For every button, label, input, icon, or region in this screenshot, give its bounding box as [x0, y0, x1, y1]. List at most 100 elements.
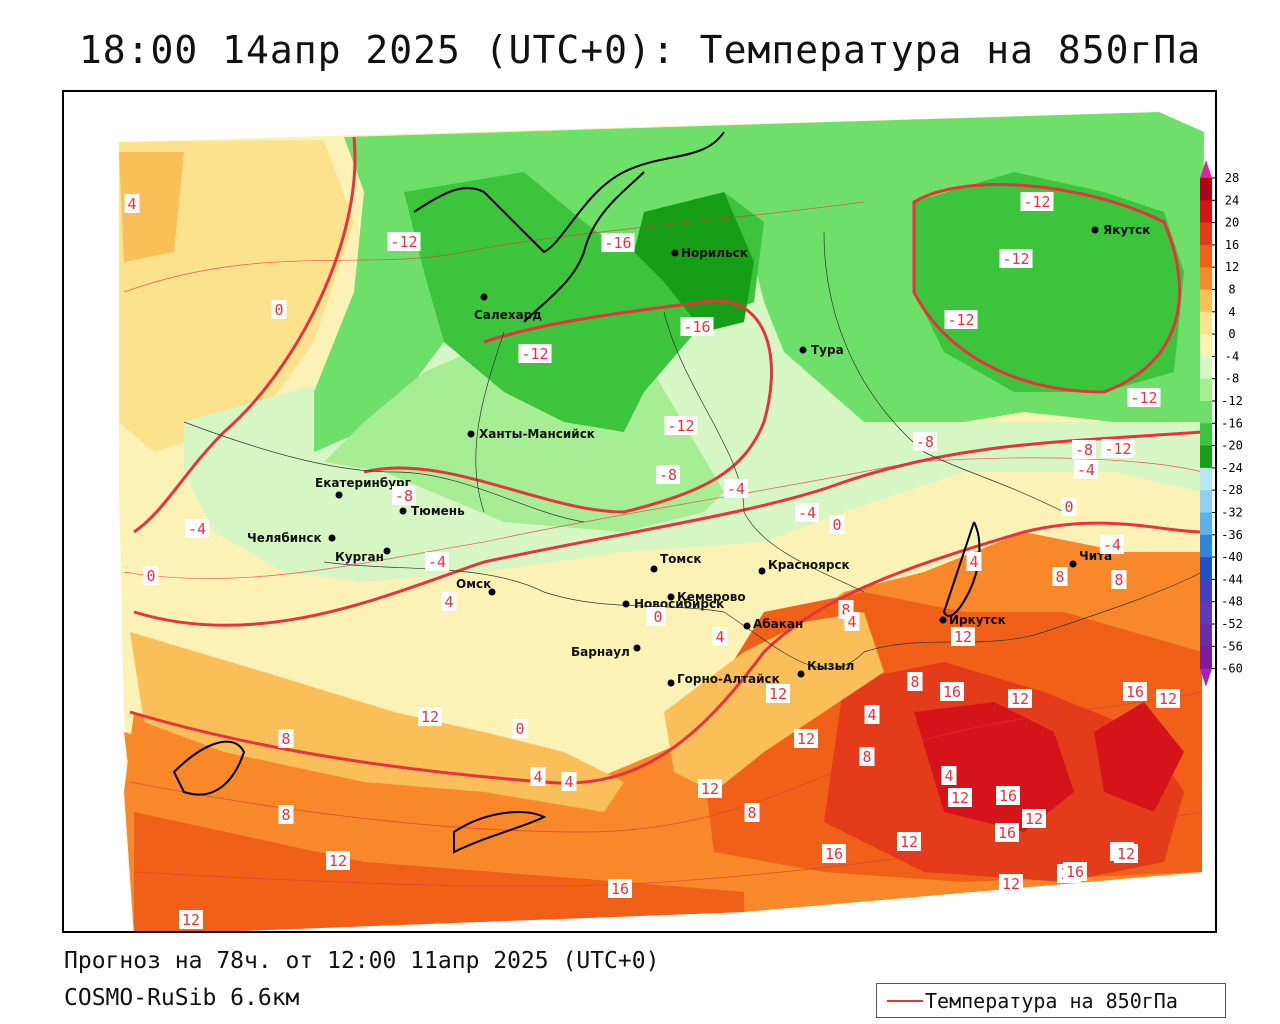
isotherm-label: 12: [1022, 809, 1046, 828]
city-marker: [622, 600, 630, 608]
isotherm-label: 16: [995, 823, 1019, 842]
colorbar-tick-label: 8: [1228, 283, 1235, 297]
svg-text:4: 4: [944, 767, 953, 785]
city-marker: [797, 670, 805, 678]
colorbar-tick-label: 24: [1225, 193, 1239, 207]
svg-text:-4: -4: [188, 520, 206, 538]
isotherm-label: 0: [650, 607, 666, 626]
city-marker: [467, 430, 475, 438]
isotherm-label: 8: [859, 747, 875, 766]
colorbar-tick-label: -36: [1221, 528, 1243, 542]
colorbar-tick-label: -16: [1221, 416, 1243, 430]
isotherm-label: -4: [425, 552, 449, 571]
isotherm-label: 16: [996, 786, 1020, 805]
svg-text:16: 16: [999, 787, 1017, 805]
colorbar-swatch: [1200, 445, 1212, 469]
city-marker: [758, 567, 766, 575]
map-area[interactable]: Якутск Норильск Салехард Тура Ханты-Мансийск…: [62, 90, 1217, 933]
svg-text:12: 12: [1002, 875, 1020, 893]
svg-text:8: 8: [841, 601, 850, 619]
isotherm-label: 12: [766, 684, 790, 703]
city-marker: [671, 249, 679, 257]
isotherm-label: 12: [999, 874, 1023, 893]
colorbar-swatch: [1200, 557, 1212, 580]
isotherm-label: -12: [944, 310, 978, 329]
svg-text:-12: -12: [1002, 250, 1029, 268]
colorbar-swatch: [1200, 200, 1212, 224]
city-marker: [399, 507, 407, 515]
isotherm-label: 8: [278, 729, 294, 748]
isotherm-label: 0: [143, 566, 159, 585]
svg-text:4: 4: [533, 768, 542, 786]
legend-line-swatch: [887, 1000, 923, 1002]
svg-text:-12: -12: [947, 311, 974, 329]
city-marker: [1069, 560, 1077, 568]
city-label: Якутск: [1103, 223, 1150, 237]
colorbar-tick-label: -32: [1221, 506, 1243, 520]
isotherm-label: 12: [1156, 689, 1180, 708]
svg-text:8: 8: [281, 730, 290, 748]
svg-text:12: 12: [1025, 810, 1043, 828]
isotherm-label: 16: [822, 844, 846, 863]
isotherm-label: -12: [518, 344, 552, 363]
isotherm-label: 8: [1111, 570, 1127, 589]
colorbar-swatch: [1200, 601, 1212, 625]
city-marker: [383, 547, 391, 555]
svg-text:-4: -4: [727, 480, 745, 498]
isotherm-label: 0: [1061, 497, 1077, 516]
svg-text:12: 12: [329, 852, 347, 870]
isotherm-label: -4: [185, 519, 209, 538]
svg-text:4: 4: [127, 195, 136, 213]
isotherm-label: -16: [601, 233, 635, 252]
colorbar-tick-label: -52: [1221, 617, 1243, 631]
isotherm-label: 16: [1063, 862, 1087, 881]
svg-text:-16: -16: [683, 318, 710, 336]
isotherm-label: -12: [1101, 439, 1135, 458]
svg-text:-12: -12: [1023, 193, 1050, 211]
colorbar-swatch: [1200, 646, 1212, 670]
isotherm-label: 4: [966, 552, 982, 571]
svg-text:0: 0: [832, 516, 841, 534]
forecast-info: Прогноз на 78ч. от 12:00 11апр 2025 (UTC…: [64, 948, 660, 974]
colorbar-tick-label: 12: [1225, 260, 1239, 274]
colorbar-swatch: [1200, 401, 1212, 424]
svg-text:12: 12: [421, 708, 439, 726]
colorbar-swatch: [1200, 311, 1212, 335]
svg-text:16: 16: [1066, 863, 1084, 881]
colorbar-tick-label: 4: [1228, 305, 1235, 319]
svg-text:-4: -4: [428, 553, 446, 571]
svg-text:4: 4: [969, 553, 978, 571]
colorbar: 28 24 20 16 12 8 4 0 -4 -8 -12 -16 -20 -24 -28 -32 -36 -4…: [1200, 160, 1243, 687]
svg-text:-4: -4: [1077, 461, 1095, 479]
colorbar-swatch: [1200, 267, 1212, 290]
colorbar-bottom-arrow: [1200, 668, 1212, 687]
city-marker: [328, 534, 336, 542]
city-label: Омск: [456, 577, 491, 591]
isotherm-label: 12: [418, 707, 442, 726]
isotherm-label: -12: [387, 232, 421, 251]
model-name: COSMO-RuSib 6.6км: [64, 985, 300, 1011]
colorbar-tick-label: 0: [1228, 327, 1235, 341]
isotherm-label: -4: [1074, 460, 1098, 479]
svg-text:0: 0: [274, 301, 283, 319]
svg-text:4: 4: [847, 613, 856, 631]
isotherm-label: 12: [698, 779, 722, 798]
isotherm-label: 12: [951, 627, 975, 646]
svg-text:8: 8: [862, 748, 871, 766]
city-label: Кемерово: [677, 590, 746, 604]
colorbar-swatch: [1200, 178, 1212, 201]
isotherm-label: 12: [1008, 689, 1032, 708]
svg-text:-4: -4: [1103, 536, 1121, 554]
svg-text:-8: -8: [916, 433, 934, 451]
colorbar-swatch: [1200, 378, 1212, 402]
isotherm-label: 12: [897, 832, 921, 851]
isotherm-label: 8: [907, 672, 923, 691]
isotherm-label: -16: [680, 317, 714, 336]
svg-text:12: 12: [769, 685, 787, 703]
colorbar-tick-label: -48: [1221, 595, 1243, 609]
colorbar-swatch: [1200, 423, 1212, 447]
svg-text:12: 12: [182, 911, 200, 929]
svg-text:-8: -8: [659, 466, 677, 484]
svg-text:-12: -12: [521, 345, 548, 363]
isotherm-label: -4: [795, 503, 819, 522]
